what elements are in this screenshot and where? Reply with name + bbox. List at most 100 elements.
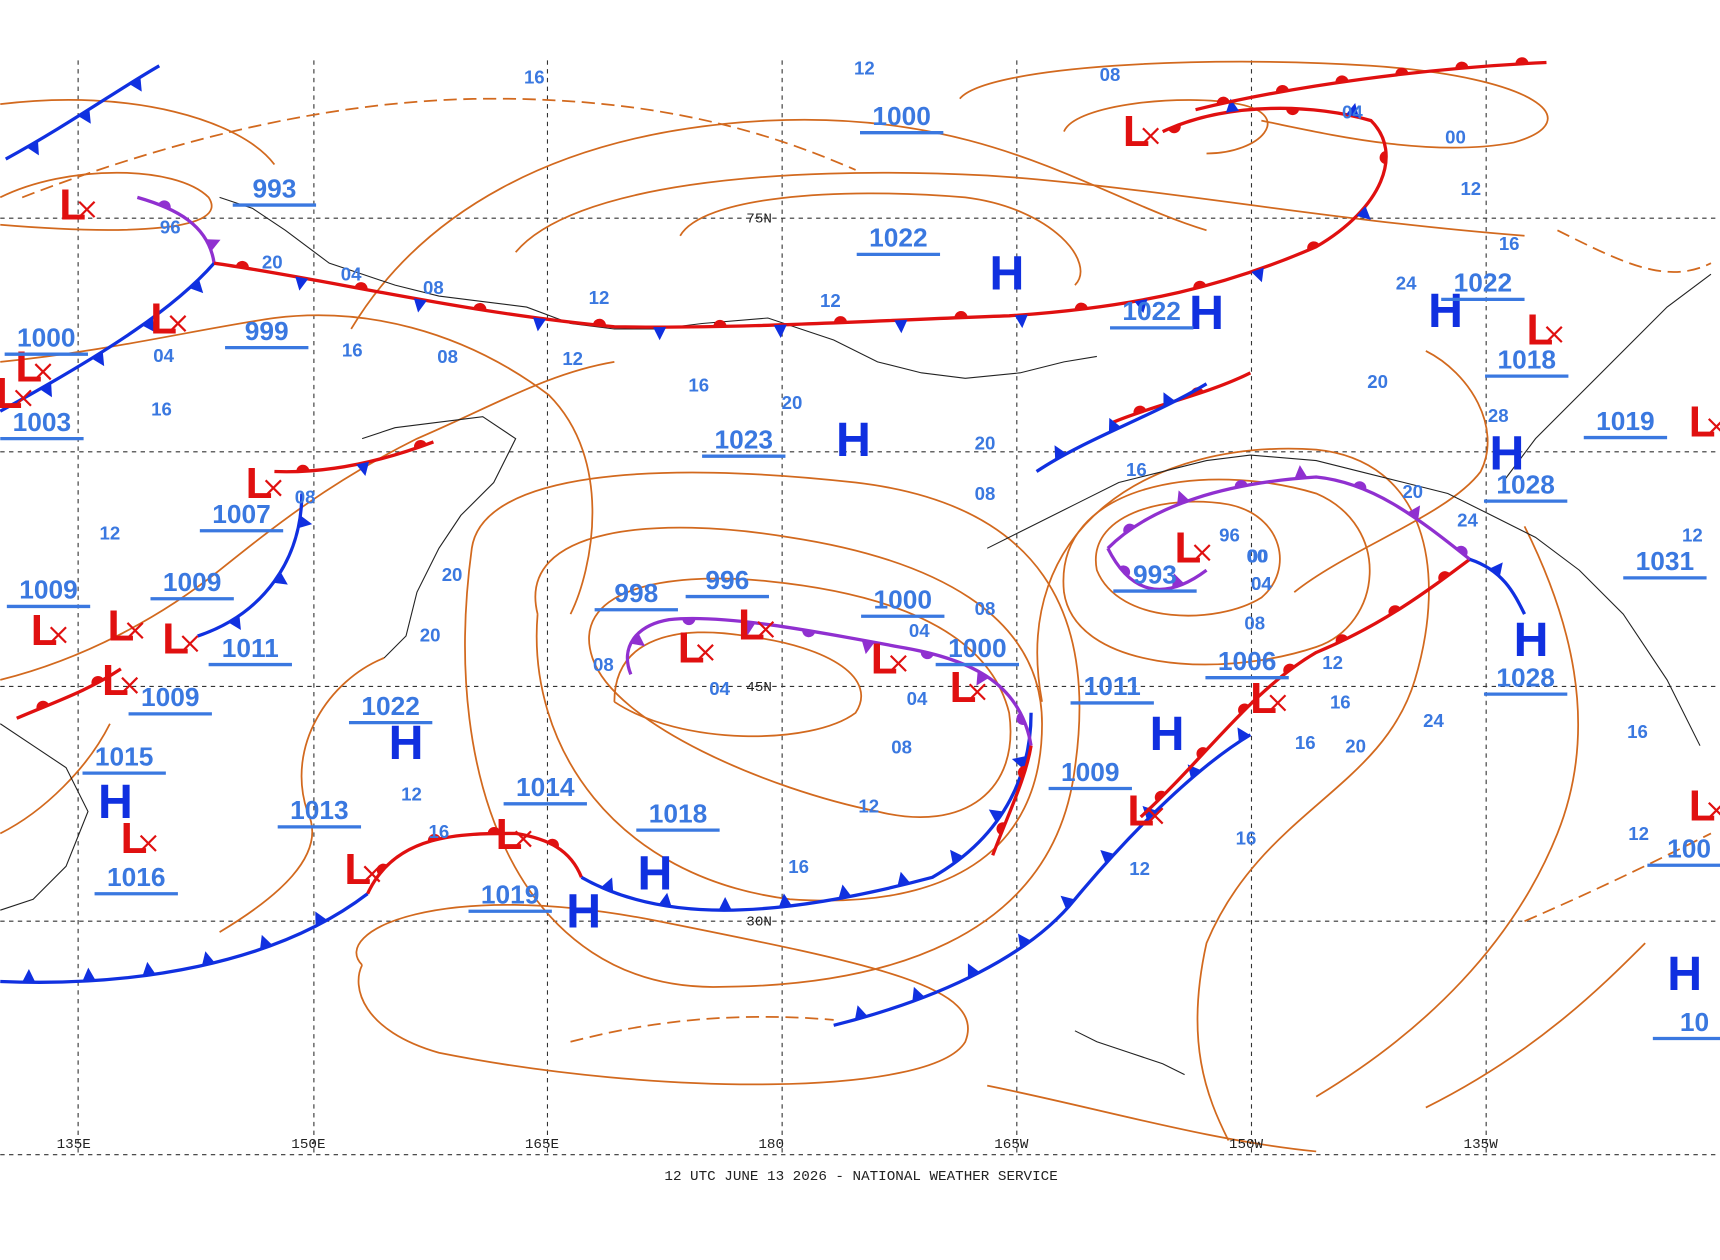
front-symbol xyxy=(833,316,848,323)
front-symbol xyxy=(778,893,792,908)
central-pressure: 10 xyxy=(1680,1007,1709,1037)
low-center-mark xyxy=(121,676,139,694)
isobar-label: 04 xyxy=(341,264,362,285)
central-pressure: 993 xyxy=(252,173,296,203)
front-symbol xyxy=(315,911,328,927)
front-symbol xyxy=(1017,765,1027,779)
isobar-label: 12 xyxy=(1682,525,1703,546)
front-symbol xyxy=(897,871,911,887)
isobar-label: 16 xyxy=(342,339,363,360)
isobar-label: 24 xyxy=(1396,273,1417,294)
front-symbol xyxy=(713,319,727,327)
isobar-label: 00 xyxy=(1445,127,1466,148)
isobar-label: 28 xyxy=(1488,405,1509,426)
front-symbol xyxy=(1100,849,1115,864)
front-symbol xyxy=(1168,124,1181,134)
front-symbol xyxy=(1388,605,1401,616)
front-warm xyxy=(991,745,1033,856)
central-pressure: 1018 xyxy=(649,798,708,828)
isobar-label: 08 xyxy=(1244,612,1265,633)
front-symbol xyxy=(1238,703,1250,715)
isobar-label: 12 xyxy=(820,290,841,311)
axis-labels: 135E 150E 165E 180 165W 150W 135W 75N 45N 30N xyxy=(57,212,1499,1154)
isobar-label: 20 xyxy=(262,252,283,273)
high-center: H xyxy=(1490,426,1525,480)
front-symbol xyxy=(354,282,368,290)
central-pressure: 1018 xyxy=(1497,344,1556,374)
central-pressure: 1011 xyxy=(1084,671,1141,701)
front-symbol xyxy=(1154,790,1166,802)
front-symbol xyxy=(1054,445,1067,461)
front-symbol xyxy=(1171,573,1185,588)
low-center-mark xyxy=(126,622,144,639)
grid xyxy=(0,60,1720,1156)
high-center: H xyxy=(1667,947,1702,1001)
isobar-label: 12 xyxy=(1129,858,1150,879)
isobar-label: 20 xyxy=(975,433,996,454)
high-center: H xyxy=(836,413,871,467)
low-center-mark xyxy=(1707,801,1720,819)
front-symbol xyxy=(235,260,249,269)
low-center-mark xyxy=(363,865,381,883)
isobar-label: 20 xyxy=(442,564,463,585)
isobar-label: 04 xyxy=(1342,101,1363,122)
isobar-label: 12 xyxy=(854,58,875,79)
front-symbol xyxy=(142,317,156,333)
front-symbol xyxy=(1515,57,1529,65)
front-symbol xyxy=(295,276,309,291)
central-pressure: 1009 xyxy=(141,682,200,712)
front-symbol xyxy=(954,311,968,318)
isobar-label: 12 xyxy=(1628,823,1649,844)
front-symbol xyxy=(802,629,816,638)
isobar-label: 12 xyxy=(100,523,121,544)
front-symbol xyxy=(1251,267,1264,283)
front-warm xyxy=(366,831,583,895)
front-symbol xyxy=(1407,505,1421,520)
front-cold xyxy=(4,64,161,161)
front-symbol xyxy=(630,633,646,647)
isobar-label: 04 xyxy=(1251,573,1272,594)
front-cold xyxy=(0,262,216,413)
front-symbol xyxy=(201,951,215,966)
isobar-label: 24 xyxy=(1457,509,1478,530)
high-center: H xyxy=(1428,284,1463,338)
front-symbol xyxy=(967,963,980,979)
front-symbol xyxy=(1018,933,1031,949)
front-symbol xyxy=(1134,299,1148,314)
central-pressure: 1000 xyxy=(872,101,931,131)
isobar-label: 04 xyxy=(909,620,930,641)
front-cold xyxy=(1035,382,1208,473)
isobar-label: 20 xyxy=(420,625,441,646)
front-symbol xyxy=(1119,565,1131,577)
front-symbol xyxy=(996,822,1006,835)
central-pressure: 1009 xyxy=(163,567,222,597)
front-occl xyxy=(625,616,1033,746)
central-pressure: 1000 xyxy=(874,585,933,615)
low-center-mark xyxy=(1545,326,1563,343)
isobar-label: 08 xyxy=(295,486,316,507)
central-pressure: 993 xyxy=(1133,559,1177,589)
isobar-label: 04 xyxy=(153,345,174,366)
central-pressure: 1031 xyxy=(1636,546,1695,576)
high-center: H xyxy=(990,247,1025,301)
low-center-mark xyxy=(514,830,532,848)
central-pressure: 1013 xyxy=(290,795,349,825)
isobar-label: 16 xyxy=(151,399,172,420)
coastlines xyxy=(0,196,1712,1076)
central-pressure: 1028 xyxy=(1496,662,1555,692)
front-symbol xyxy=(1379,151,1386,165)
low-center-mark xyxy=(78,201,96,218)
longitude-label: 180 xyxy=(758,1137,784,1153)
front-symbol xyxy=(1395,67,1409,75)
front-symbol xyxy=(1196,747,1208,759)
front-occl xyxy=(136,195,216,264)
front-symbol xyxy=(1237,727,1251,742)
pressure-centers: HHHHHHHHHHHHLLLLLLLLLLLLLLLLLLLLLLL xyxy=(0,107,1720,1001)
low-center-mark xyxy=(757,621,775,638)
front-symbol xyxy=(1283,663,1296,675)
isobar-label: 12 xyxy=(858,796,879,817)
central-pressure: 1011 xyxy=(222,633,279,663)
front-warm xyxy=(1195,60,1547,112)
low-center-mark xyxy=(49,626,67,644)
front-symbol xyxy=(854,1005,868,1020)
